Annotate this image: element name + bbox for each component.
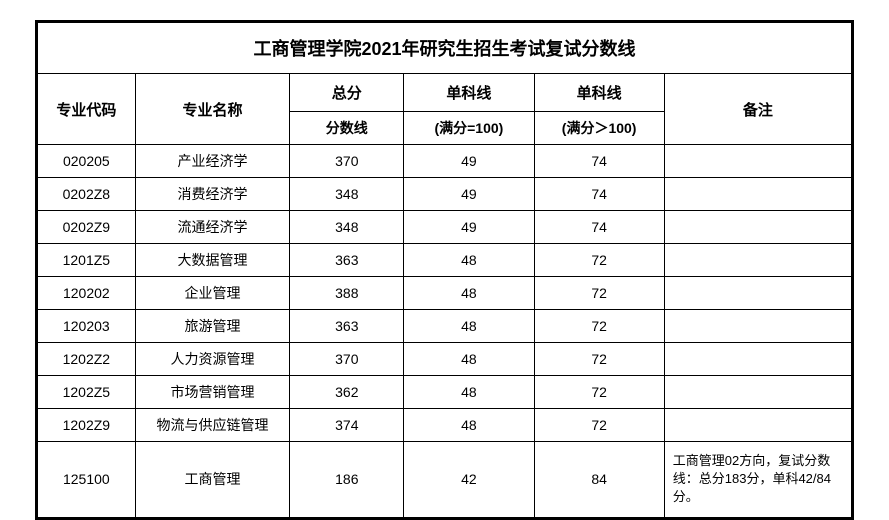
cell-remark bbox=[664, 310, 851, 343]
cell-name: 消费经济学 bbox=[135, 178, 290, 211]
table-row: 1202Z5市场营销管理3624872 bbox=[38, 376, 852, 409]
cell-code: 1202Z2 bbox=[38, 343, 136, 376]
cell-remark bbox=[664, 277, 851, 310]
cell-score2: 72 bbox=[534, 277, 664, 310]
cell-score2: 72 bbox=[534, 409, 664, 442]
cell-score2: 74 bbox=[534, 211, 664, 244]
table-row: 020205产业经济学3704974 bbox=[38, 145, 852, 178]
table-row: 0202Z8消费经济学3484974 bbox=[38, 178, 852, 211]
cell-score1: 48 bbox=[404, 310, 534, 343]
cell-score1: 42 bbox=[404, 442, 534, 518]
cell-name: 大数据管理 bbox=[135, 244, 290, 277]
cell-remark bbox=[664, 376, 851, 409]
cell-name: 流通经济学 bbox=[135, 211, 290, 244]
cell-score1: 48 bbox=[404, 244, 534, 277]
cell-score2: 72 bbox=[534, 376, 664, 409]
subheader-total: 分数线 bbox=[290, 112, 404, 145]
cell-score2: 74 bbox=[534, 178, 664, 211]
cell-name: 人力资源管理 bbox=[135, 343, 290, 376]
cell-name: 企业管理 bbox=[135, 277, 290, 310]
cell-score1: 49 bbox=[404, 211, 534, 244]
cell-total: 363 bbox=[290, 244, 404, 277]
cell-total: 348 bbox=[290, 211, 404, 244]
table-row: 1201Z5大数据管理3634872 bbox=[38, 244, 852, 277]
table-title: 工商管理学院2021年研究生招生考试复试分数线 bbox=[38, 23, 852, 74]
cell-score2: 72 bbox=[534, 343, 664, 376]
cell-score1: 48 bbox=[404, 409, 534, 442]
cell-remark bbox=[664, 211, 851, 244]
header-code: 专业代码 bbox=[38, 74, 136, 145]
cell-total: 388 bbox=[290, 277, 404, 310]
table-body: 020205产业经济学37049740202Z8消费经济学34849740202… bbox=[38, 145, 852, 518]
cell-score2: 84 bbox=[534, 442, 664, 518]
cell-name: 工商管理 bbox=[135, 442, 290, 518]
header-score2: 单科线 bbox=[534, 74, 664, 112]
cell-score1: 49 bbox=[404, 145, 534, 178]
table-row: 0202Z9流通经济学3484974 bbox=[38, 211, 852, 244]
table-row: 1202Z2人力资源管理3704872 bbox=[38, 343, 852, 376]
score-table-container: 工商管理学院2021年研究生招生考试复试分数线 专业代码 专业名称 总分 单科线… bbox=[35, 20, 854, 520]
cell-code: 120202 bbox=[38, 277, 136, 310]
cell-score2: 72 bbox=[534, 244, 664, 277]
cell-score1: 48 bbox=[404, 343, 534, 376]
cell-score2: 72 bbox=[534, 310, 664, 343]
cell-score1: 48 bbox=[404, 277, 534, 310]
cell-total: 348 bbox=[290, 178, 404, 211]
cell-name: 市场营销管理 bbox=[135, 376, 290, 409]
cell-code: 1202Z9 bbox=[38, 409, 136, 442]
header-remark: 备注 bbox=[664, 74, 851, 145]
cell-remark bbox=[664, 343, 851, 376]
cell-name: 物流与供应链管理 bbox=[135, 409, 290, 442]
cell-code: 1202Z5 bbox=[38, 376, 136, 409]
cell-score1: 48 bbox=[404, 376, 534, 409]
cell-code: 020205 bbox=[38, 145, 136, 178]
score-table: 工商管理学院2021年研究生招生考试复试分数线 专业代码 专业名称 总分 单科线… bbox=[37, 22, 852, 518]
cell-remark bbox=[664, 409, 851, 442]
header-row: 专业代码 专业名称 总分 单科线 单科线 备注 bbox=[38, 74, 852, 112]
cell-code: 0202Z9 bbox=[38, 211, 136, 244]
cell-remark bbox=[664, 145, 851, 178]
cell-name: 产业经济学 bbox=[135, 145, 290, 178]
cell-remark bbox=[664, 244, 851, 277]
table-row: 1202Z9物流与供应链管理3744872 bbox=[38, 409, 852, 442]
cell-total: 374 bbox=[290, 409, 404, 442]
title-row: 工商管理学院2021年研究生招生考试复试分数线 bbox=[38, 23, 852, 74]
table-row: 120203旅游管理3634872 bbox=[38, 310, 852, 343]
subheader-score2: (满分＞100) bbox=[534, 112, 664, 145]
cell-total: 363 bbox=[290, 310, 404, 343]
cell-code: 1201Z5 bbox=[38, 244, 136, 277]
cell-total: 362 bbox=[290, 376, 404, 409]
cell-code: 125100 bbox=[38, 442, 136, 518]
cell-score2: 74 bbox=[534, 145, 664, 178]
table-row: 125100工商管理1864284工商管理02方向，复试分数线：总分183分，单… bbox=[38, 442, 852, 518]
table-row: 120202企业管理3884872 bbox=[38, 277, 852, 310]
header-score1: 单科线 bbox=[404, 74, 534, 112]
cell-remark: 工商管理02方向，复试分数线：总分183分，单科42/84分。 bbox=[664, 442, 851, 518]
header-total: 总分 bbox=[290, 74, 404, 112]
cell-name: 旅游管理 bbox=[135, 310, 290, 343]
cell-total: 186 bbox=[290, 442, 404, 518]
cell-total: 370 bbox=[290, 145, 404, 178]
cell-code: 0202Z8 bbox=[38, 178, 136, 211]
cell-total: 370 bbox=[290, 343, 404, 376]
cell-score1: 49 bbox=[404, 178, 534, 211]
cell-code: 120203 bbox=[38, 310, 136, 343]
cell-remark bbox=[664, 178, 851, 211]
subheader-score1: (满分=100) bbox=[404, 112, 534, 145]
header-name: 专业名称 bbox=[135, 74, 290, 145]
